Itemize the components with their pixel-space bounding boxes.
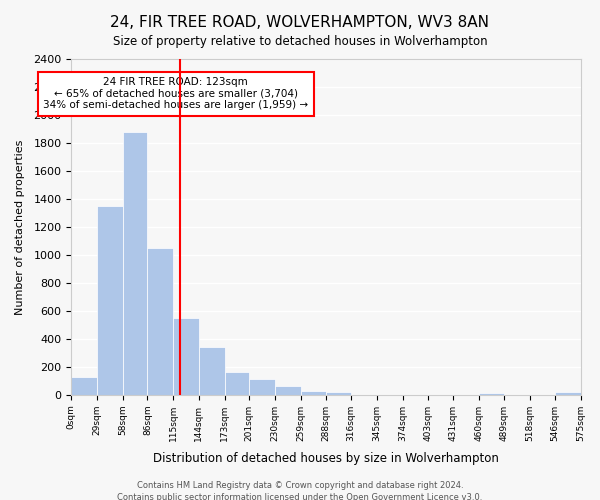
Text: Contains public sector information licensed under the Open Government Licence v3: Contains public sector information licen…: [118, 494, 482, 500]
Text: Contains HM Land Registry data © Crown copyright and database right 2024.: Contains HM Land Registry data © Crown c…: [137, 481, 463, 490]
Bar: [250, 380, 275, 395]
Bar: [148, 248, 173, 395]
Y-axis label: Number of detached properties: Number of detached properties: [15, 139, 25, 314]
Bar: [199, 347, 224, 395]
Bar: [97, 206, 122, 395]
Text: 24 FIR TREE ROAD: 123sqm
← 65% of detached houses are smaller (3,704)
34% of sem: 24 FIR TREE ROAD: 123sqm ← 65% of detach…: [43, 77, 308, 110]
Bar: [71, 378, 97, 395]
Bar: [224, 372, 250, 395]
Bar: [275, 386, 301, 395]
Bar: [173, 318, 199, 395]
Bar: [301, 390, 326, 395]
Bar: [122, 132, 148, 395]
Text: Size of property relative to detached houses in Wolverhampton: Size of property relative to detached ho…: [113, 35, 487, 48]
Text: 24, FIR TREE ROAD, WOLVERHAMPTON, WV3 8AN: 24, FIR TREE ROAD, WOLVERHAMPTON, WV3 8A…: [110, 15, 490, 30]
X-axis label: Distribution of detached houses by size in Wolverhampton: Distribution of detached houses by size …: [153, 452, 499, 465]
Bar: [326, 392, 351, 395]
Bar: [555, 392, 581, 395]
Bar: [479, 392, 505, 395]
